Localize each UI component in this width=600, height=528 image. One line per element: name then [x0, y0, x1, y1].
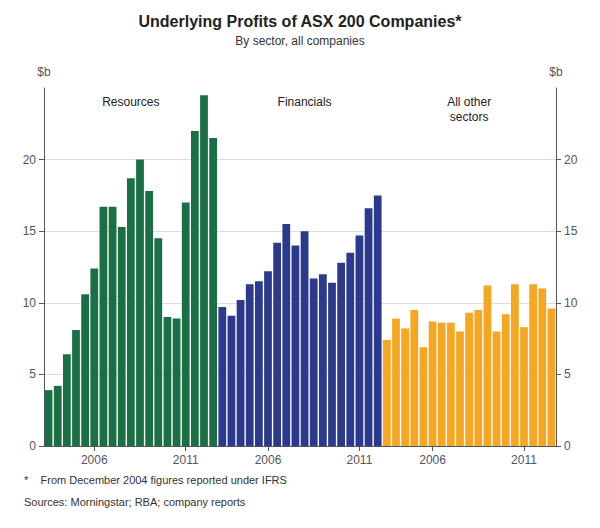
svg-text:15: 15: [23, 224, 37, 238]
svg-text:By sector, all companies: By sector, all companies: [235, 34, 364, 48]
svg-text:2011: 2011: [173, 453, 199, 467]
svg-text:Resources: Resources: [102, 95, 159, 109]
svg-text:Sources: Morningstar; RBA; com: Sources: Morningstar; RBA; company repor…: [24, 496, 246, 508]
svg-text:$b: $b: [37, 65, 51, 79]
svg-text:20: 20: [564, 153, 578, 167]
svg-text:10: 10: [564, 296, 578, 310]
svg-text:10: 10: [23, 296, 37, 310]
svg-text:sectors: sectors: [450, 110, 489, 124]
svg-text:15: 15: [564, 224, 578, 238]
svg-text:0: 0: [29, 439, 36, 453]
svg-text:Underlying Profits of ASX 200: Underlying Profits of ASX 200 Companies*: [138, 13, 462, 30]
svg-text:5: 5: [29, 367, 36, 381]
svg-text:2011: 2011: [347, 453, 373, 467]
svg-text:20: 20: [23, 153, 37, 167]
svg-text:All other: All other: [447, 95, 491, 109]
svg-text:2006: 2006: [419, 453, 446, 467]
svg-text:0: 0: [564, 439, 571, 453]
svg-text:2011: 2011: [511, 453, 537, 467]
svg-text:$b: $b: [549, 65, 563, 79]
svg-text:2006: 2006: [255, 453, 282, 467]
svg-text:Financials: Financials: [278, 95, 332, 109]
svg-text:5: 5: [564, 367, 571, 381]
svg-text:2006: 2006: [81, 453, 108, 467]
svg-text:* From December 2004 figure: * From December 2004 figures reported un…: [24, 474, 287, 486]
